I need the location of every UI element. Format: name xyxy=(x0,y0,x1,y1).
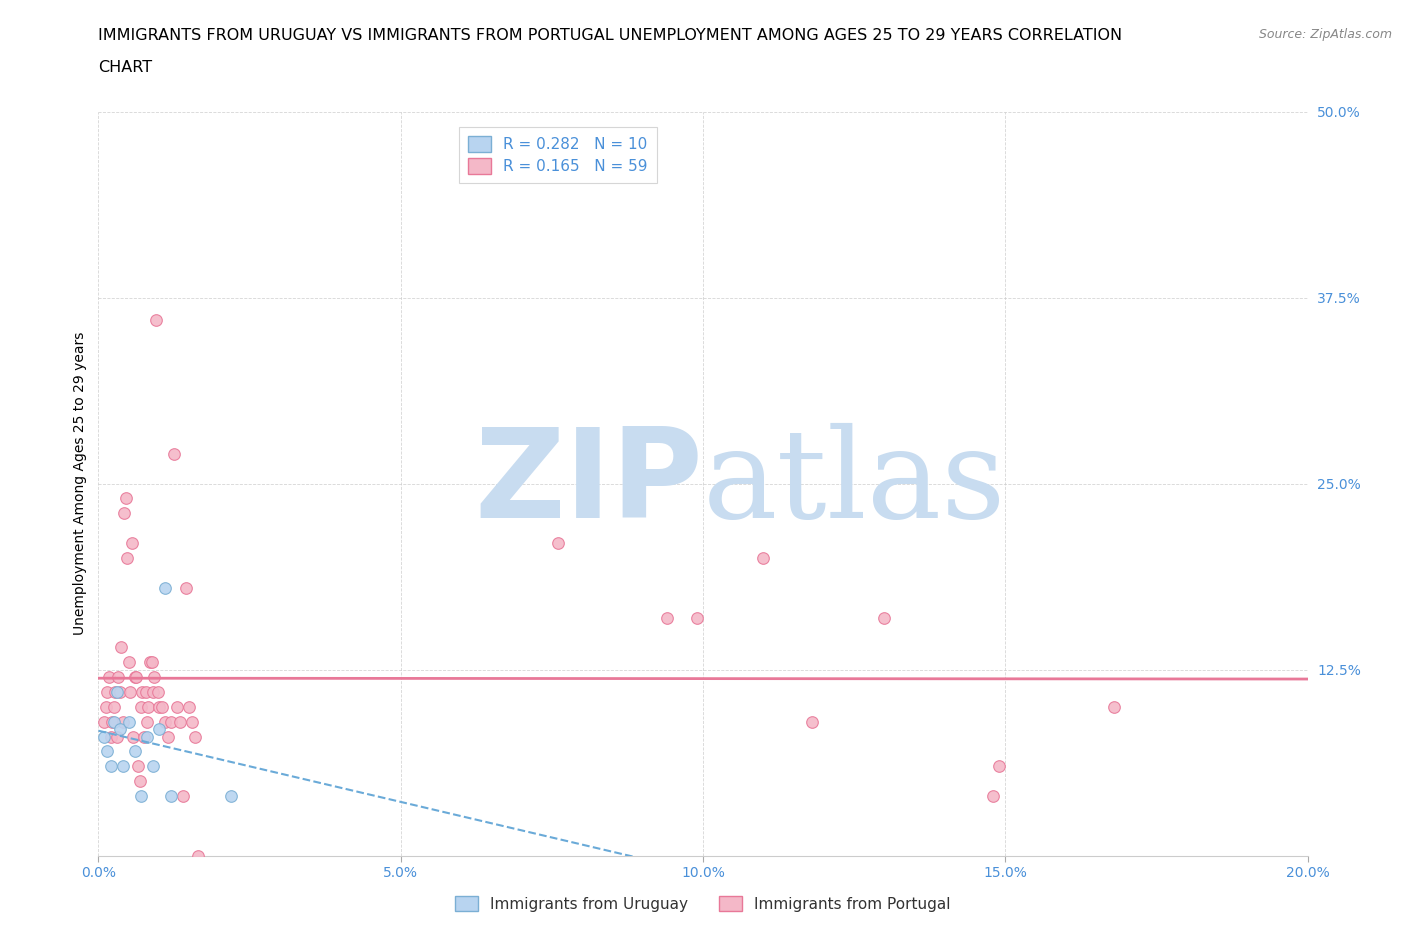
Point xyxy=(1102,699,1125,714)
Point xyxy=(122,729,145,744)
Point xyxy=(100,714,122,729)
Point xyxy=(135,684,157,699)
Point xyxy=(127,759,149,774)
Point xyxy=(121,536,143,551)
Point xyxy=(166,699,188,714)
Point xyxy=(181,714,204,729)
Point xyxy=(873,610,896,625)
Point xyxy=(100,729,122,744)
Point xyxy=(129,699,152,714)
Point xyxy=(143,670,166,684)
Point xyxy=(111,759,134,774)
Point xyxy=(111,714,134,729)
Point xyxy=(131,684,153,699)
Point xyxy=(142,759,165,774)
Point xyxy=(179,699,201,714)
Point xyxy=(988,759,1011,774)
Point xyxy=(981,789,1004,804)
Point xyxy=(118,714,141,729)
Text: IMMIGRANTS FROM URUGUAY VS IMMIGRANTS FROM PORTUGAL UNEMPLOYMENT AMONG AGES 25 T: IMMIGRANTS FROM URUGUAY VS IMMIGRANTS FR… xyxy=(98,28,1122,43)
Point xyxy=(117,551,139,565)
Point xyxy=(150,699,173,714)
Point xyxy=(174,580,197,595)
Point xyxy=(118,684,141,699)
Point xyxy=(107,670,129,684)
Point xyxy=(153,714,176,729)
Text: ZIP: ZIP xyxy=(474,423,703,544)
Point xyxy=(125,670,148,684)
Point xyxy=(172,789,194,804)
Point xyxy=(124,670,146,684)
Point xyxy=(153,580,176,595)
Point xyxy=(145,312,167,327)
Point xyxy=(93,714,115,729)
Text: atlas: atlas xyxy=(703,423,1007,544)
Text: Source: ZipAtlas.com: Source: ZipAtlas.com xyxy=(1258,28,1392,41)
Point xyxy=(184,729,207,744)
Point xyxy=(163,446,186,461)
Point xyxy=(156,729,179,744)
Point xyxy=(752,551,775,565)
Point xyxy=(136,699,159,714)
Y-axis label: Unemployment Among Ages 25 to 29 years: Unemployment Among Ages 25 to 29 years xyxy=(73,332,87,635)
Point xyxy=(94,699,117,714)
Point xyxy=(800,714,823,729)
Point xyxy=(148,722,170,737)
Point xyxy=(146,684,169,699)
Point xyxy=(169,714,191,729)
Point xyxy=(104,684,127,699)
Point xyxy=(547,536,569,551)
Point xyxy=(110,640,132,655)
Point xyxy=(142,684,165,699)
Point xyxy=(108,722,131,737)
Point xyxy=(103,699,125,714)
Point xyxy=(128,774,150,789)
Legend: Immigrants from Uruguay, Immigrants from Portugal: Immigrants from Uruguay, Immigrants from… xyxy=(450,889,956,918)
Point xyxy=(100,759,122,774)
Point xyxy=(160,789,183,804)
Point xyxy=(96,684,118,699)
Point xyxy=(135,714,157,729)
Point xyxy=(108,684,131,699)
Point xyxy=(139,655,162,670)
Point xyxy=(103,714,125,729)
Point xyxy=(93,729,115,744)
Point xyxy=(112,506,135,521)
Point xyxy=(105,684,128,699)
Point xyxy=(96,744,118,759)
Point xyxy=(686,610,709,625)
Text: CHART: CHART xyxy=(98,60,152,75)
Point xyxy=(160,714,183,729)
Point xyxy=(105,729,128,744)
Point xyxy=(141,655,163,670)
Point xyxy=(135,729,157,744)
Point xyxy=(132,729,155,744)
Point xyxy=(118,655,141,670)
Point xyxy=(129,789,152,804)
Point xyxy=(98,670,121,684)
Point xyxy=(221,789,243,804)
Point xyxy=(187,848,209,863)
Point xyxy=(114,491,136,506)
Point xyxy=(148,699,170,714)
Point xyxy=(655,610,678,625)
Point xyxy=(124,744,146,759)
Legend: R = 0.282   N = 10, R = 0.165   N = 59: R = 0.282 N = 10, R = 0.165 N = 59 xyxy=(458,126,657,183)
